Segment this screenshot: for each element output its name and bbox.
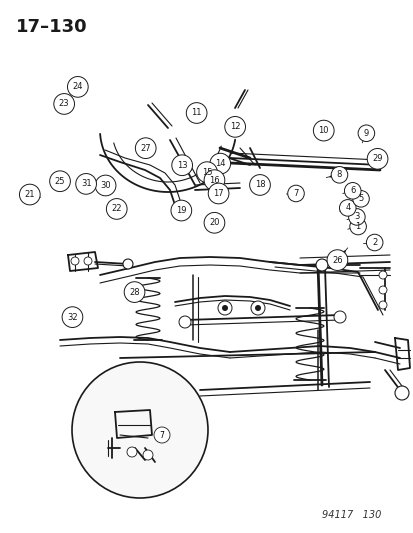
Circle shape xyxy=(349,218,366,235)
Text: 8: 8 xyxy=(336,171,341,179)
Circle shape xyxy=(171,200,191,221)
Text: 30: 30 xyxy=(100,181,111,190)
Circle shape xyxy=(54,94,74,114)
Circle shape xyxy=(204,213,224,233)
Text: 26: 26 xyxy=(331,256,342,264)
Text: 7: 7 xyxy=(159,431,164,440)
Circle shape xyxy=(221,305,228,311)
Text: 19: 19 xyxy=(176,206,186,215)
Circle shape xyxy=(287,185,304,202)
Circle shape xyxy=(84,257,92,265)
Text: 10: 10 xyxy=(318,126,328,135)
Circle shape xyxy=(208,183,228,204)
Circle shape xyxy=(123,259,133,269)
Circle shape xyxy=(366,234,382,251)
Text: 18: 18 xyxy=(254,181,265,189)
Text: 15: 15 xyxy=(201,168,212,176)
Circle shape xyxy=(315,259,327,271)
Circle shape xyxy=(95,175,116,196)
Circle shape xyxy=(154,427,170,443)
Circle shape xyxy=(178,316,190,328)
Circle shape xyxy=(135,138,156,158)
Text: 20: 20 xyxy=(209,219,219,227)
Text: 2: 2 xyxy=(371,238,376,247)
Text: 22: 22 xyxy=(111,205,122,213)
Circle shape xyxy=(209,154,230,174)
Circle shape xyxy=(352,190,368,207)
Circle shape xyxy=(224,117,245,137)
Circle shape xyxy=(366,149,387,169)
Circle shape xyxy=(142,450,153,460)
Text: 27: 27 xyxy=(140,144,151,152)
Text: 4: 4 xyxy=(344,204,349,212)
Text: 13: 13 xyxy=(176,161,187,169)
Text: 28: 28 xyxy=(129,288,140,296)
Circle shape xyxy=(249,175,270,195)
Circle shape xyxy=(348,208,364,225)
Circle shape xyxy=(76,174,96,194)
Text: 12: 12 xyxy=(229,123,240,131)
Circle shape xyxy=(378,301,386,309)
Circle shape xyxy=(124,282,145,302)
Circle shape xyxy=(339,199,355,216)
Text: 24: 24 xyxy=(72,83,83,91)
Circle shape xyxy=(378,271,386,279)
Text: 5: 5 xyxy=(358,195,363,203)
Circle shape xyxy=(218,301,231,315)
Circle shape xyxy=(254,305,260,311)
Circle shape xyxy=(106,199,127,219)
Text: 7: 7 xyxy=(293,189,298,198)
Circle shape xyxy=(313,120,333,141)
Circle shape xyxy=(344,182,360,199)
Text: 17: 17 xyxy=(213,189,223,198)
Circle shape xyxy=(72,362,207,498)
Text: 29: 29 xyxy=(371,155,382,163)
Circle shape xyxy=(127,447,137,457)
Text: 94117   130: 94117 130 xyxy=(321,510,380,520)
Text: 1: 1 xyxy=(355,222,360,231)
Circle shape xyxy=(394,386,408,400)
Text: 14: 14 xyxy=(214,159,225,168)
Circle shape xyxy=(196,162,217,182)
Text: 23: 23 xyxy=(59,100,69,108)
Circle shape xyxy=(204,170,224,190)
Circle shape xyxy=(378,286,386,294)
Circle shape xyxy=(50,171,70,191)
Text: 32: 32 xyxy=(67,313,78,321)
Circle shape xyxy=(326,250,347,270)
Text: 9: 9 xyxy=(363,129,368,138)
Circle shape xyxy=(19,184,40,205)
Circle shape xyxy=(186,103,206,123)
Text: 31: 31 xyxy=(81,180,91,188)
Text: 11: 11 xyxy=(191,109,202,117)
Circle shape xyxy=(62,307,83,327)
Circle shape xyxy=(71,257,79,265)
Text: 3: 3 xyxy=(354,213,358,221)
Text: 6: 6 xyxy=(349,187,354,195)
Circle shape xyxy=(357,125,374,142)
Text: 25: 25 xyxy=(55,177,65,185)
Text: 21: 21 xyxy=(24,190,35,199)
Text: 16: 16 xyxy=(209,176,219,184)
Circle shape xyxy=(67,77,88,97)
Circle shape xyxy=(171,155,192,175)
Circle shape xyxy=(330,166,347,183)
Text: 17–130: 17–130 xyxy=(16,18,88,36)
Circle shape xyxy=(250,301,264,315)
Circle shape xyxy=(333,311,345,323)
